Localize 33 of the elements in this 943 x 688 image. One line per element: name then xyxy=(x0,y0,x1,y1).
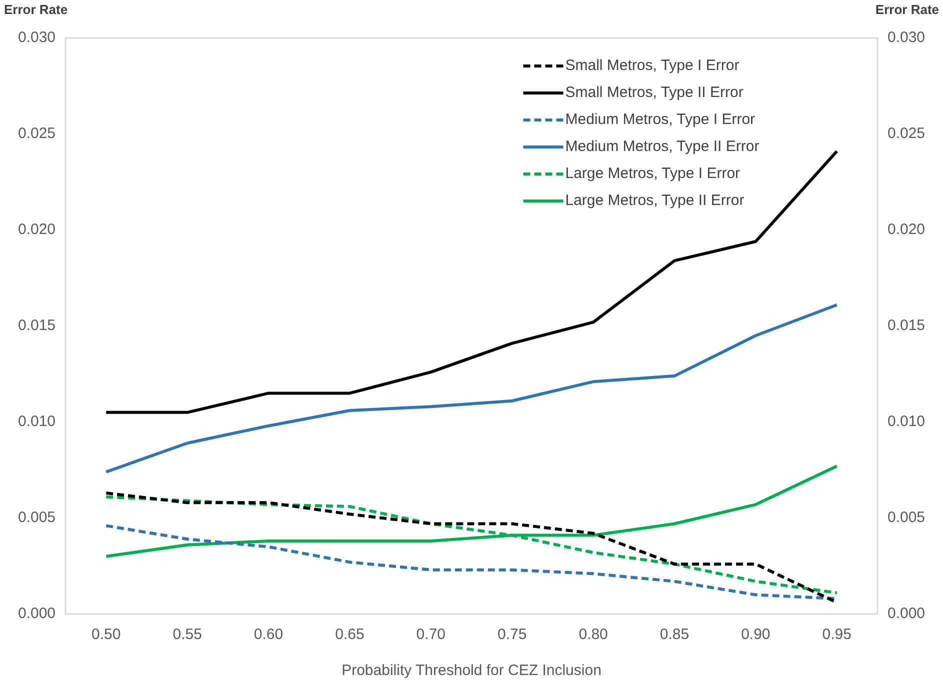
legend-label: Medium Metros, Type I Error xyxy=(565,111,756,128)
x-tick-label: 0.60 xyxy=(254,626,284,644)
y2-tick-label: 0.000 xyxy=(887,605,926,622)
x-tick-label: 0.75 xyxy=(497,626,527,644)
x-tick-label: 0.80 xyxy=(578,626,608,644)
y-tick-label: 0.030 xyxy=(18,29,56,46)
y2-tick-label: 0.010 xyxy=(887,413,926,430)
x-tick-label: 0.55 xyxy=(172,626,202,644)
y2-tick-label: 0.005 xyxy=(887,509,926,526)
legend-label: Small Metros, Type I Error xyxy=(565,57,740,74)
x-axis-title: Probability Threshold for CEZ Inclusion xyxy=(342,662,602,680)
x-tick-label: 0.85 xyxy=(660,626,690,644)
y-tick-label: 0.010 xyxy=(18,413,56,430)
x-tick-label: 0.95 xyxy=(822,626,852,644)
x-tick-label: 0.50 xyxy=(92,626,121,644)
y-tick-label: 0.025 xyxy=(18,125,56,142)
y-tick-label: 0.000 xyxy=(18,605,56,622)
legend-label: Large Metros, Type I Error xyxy=(565,165,740,182)
x-tick-label: 0.90 xyxy=(741,626,770,644)
legend-label: Medium Metros, Type II Error xyxy=(565,138,760,156)
x-tick-label: 0.65 xyxy=(335,626,364,644)
y2-tick-label: 0.020 xyxy=(887,221,926,238)
legend-label: Large Metros, Type II Error xyxy=(565,192,744,210)
y-tick-label: 0.005 xyxy=(18,509,56,526)
x-tick-label: 0.70 xyxy=(416,626,446,644)
y-tick-label: 0.015 xyxy=(18,317,56,334)
y2-tick-label: 0.025 xyxy=(887,125,926,142)
y2-axis-title: Error Rate xyxy=(875,2,939,18)
legend-label: Small Metros, Type II Error xyxy=(565,84,744,102)
y-tick-label: 0.020 xyxy=(18,221,56,238)
y-axis-title: Error Rate xyxy=(4,2,68,18)
y2-tick-label: 0.030 xyxy=(887,29,926,46)
y2-tick-label: 0.015 xyxy=(887,317,926,334)
